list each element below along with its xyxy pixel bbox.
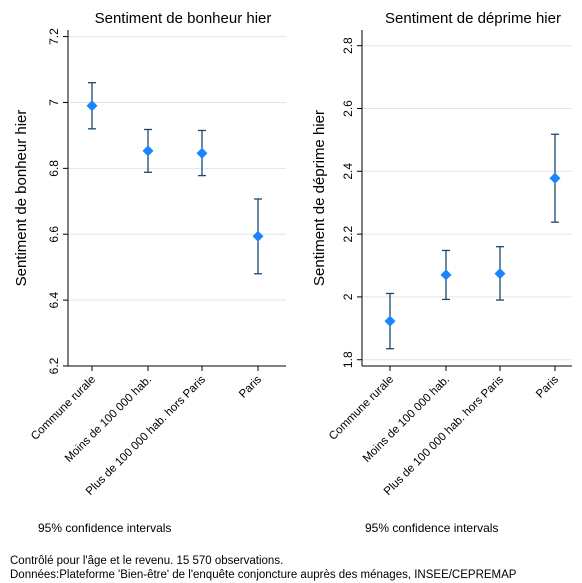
x-tick-label: Plus de 100 000 hab. hors Paris — [84, 373, 208, 497]
y-axis-title: Sentiment de déprime hier — [311, 110, 328, 286]
data-point — [384, 315, 396, 327]
data-point — [252, 230, 264, 242]
x-tick-label: Paris — [534, 373, 561, 400]
y-tick-label: 7.2 — [47, 28, 61, 45]
y-tick-label: 6.8 — [47, 160, 61, 177]
data-point — [440, 269, 452, 281]
footnote-controls: Contrôlé pour l'âge et le revenu. 15 570… — [10, 555, 284, 567]
y-tick-label: 6.6 — [47, 226, 61, 243]
y-tick-label: 2.4 — [341, 163, 355, 180]
panel-note: 95% confidence intervals — [38, 521, 171, 535]
footnote-source: Données:Plateforme 'Bien-être' de l'enqu… — [10, 569, 517, 581]
y-axis-title: Sentiment de bonheur hier — [13, 110, 30, 287]
x-tick-label: Paris — [237, 373, 264, 400]
data-point — [549, 172, 561, 184]
data-point — [86, 100, 98, 112]
y-tick-label: 6.4 — [47, 291, 61, 308]
x-tick-label: Plus de 100 000 hab. hors Paris — [382, 373, 506, 497]
y-tick-label: 1.8 — [341, 351, 355, 368]
data-point — [196, 147, 208, 159]
y-tick-label: 7 — [47, 99, 61, 106]
data-point — [142, 145, 154, 157]
y-tick-label: 2.6 — [341, 100, 355, 117]
panel-title: Sentiment de déprime hier — [385, 10, 561, 27]
panel-note: 95% confidence intervals — [365, 521, 498, 535]
y-tick-label: 2.8 — [341, 37, 355, 54]
data-point — [494, 268, 506, 280]
panel-title: Sentiment de bonheur hier — [95, 10, 272, 27]
y-tick-label: 2 — [341, 293, 355, 300]
y-tick-label: 6.2 — [47, 357, 61, 374]
y-tick-label: 2.2 — [341, 225, 355, 242]
